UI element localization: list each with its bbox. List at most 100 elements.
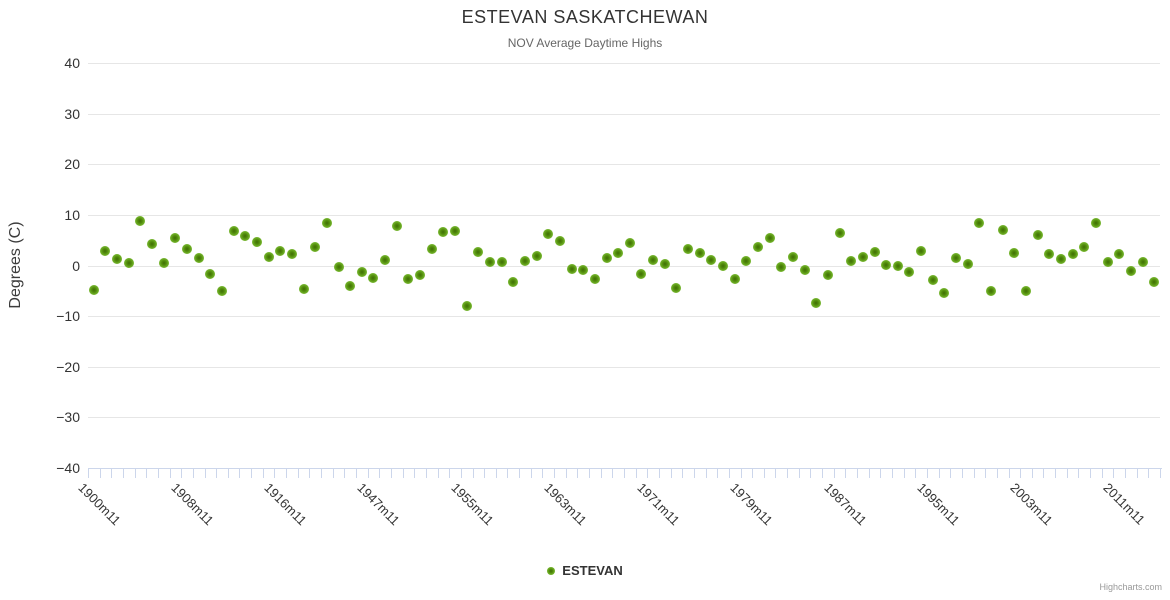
data-point[interactable] [485,257,495,268]
data-point[interactable] [624,238,635,249]
data-point[interactable] [182,243,193,254]
data-point[interactable] [368,272,379,283]
data-point[interactable] [205,269,216,280]
data-point[interactable] [1090,217,1101,228]
data-point[interactable] [718,260,729,271]
data-point[interactable] [450,226,461,237]
data-point[interactable] [753,241,763,252]
data-point[interactable] [519,255,530,266]
data-point[interactable] [426,243,437,254]
data-point[interactable] [1125,266,1136,277]
data-point[interactable] [1021,286,1031,297]
data-point[interactable] [263,251,274,262]
data-point[interactable] [438,227,449,238]
y-gridline [88,316,1160,318]
data-point[interactable] [543,229,554,240]
data-point[interactable] [636,268,647,279]
data-point[interactable] [974,217,985,228]
data-point[interactable] [648,254,659,265]
data-point[interactable] [787,252,798,263]
data-point[interactable] [799,264,810,275]
data-point[interactable] [310,241,321,252]
data-point[interactable] [846,255,857,266]
data-point[interactable] [1044,248,1055,259]
data-point[interactable] [683,244,694,255]
data-point[interactable] [1055,254,1066,265]
data-point[interactable] [601,253,612,264]
data-point[interactable] [729,274,740,285]
data-point[interactable] [659,259,670,270]
data-point[interactable] [986,285,997,296]
data-point[interactable] [298,284,309,295]
data-point[interactable] [415,270,426,281]
data-point[interactable] [811,298,822,309]
data-point[interactable] [857,251,868,262]
data-point[interactable] [112,254,123,265]
data-point[interactable] [496,257,507,268]
data-point[interactable] [158,258,169,269]
data-point[interactable] [822,270,833,281]
data-point[interactable] [321,218,332,229]
data-point[interactable] [904,266,915,277]
data-point[interactable] [1149,277,1160,288]
x-axis-tick [693,469,695,478]
data-point[interactable] [228,225,239,236]
data-point[interactable] [997,224,1008,235]
data-point[interactable] [962,258,973,269]
credits-link[interactable]: Highcharts.com [1099,582,1162,592]
data-point[interactable] [1114,249,1125,260]
data-point[interactable] [776,261,787,272]
data-point[interactable] [694,247,705,258]
data-point[interactable] [566,263,577,274]
data-point[interactable] [951,253,962,264]
data-point[interactable] [473,247,484,258]
data-point[interactable] [193,253,204,264]
data-point[interactable] [170,232,181,243]
data-point[interactable] [554,235,565,246]
x-axis-tick [181,469,183,478]
x-axis-tick [775,469,777,478]
data-point[interactable] [706,254,717,265]
x-axis-label: 1987m11 [820,480,870,529]
data-point[interactable] [834,227,845,238]
data-point[interactable] [508,277,519,288]
data-point[interactable] [1009,247,1020,258]
data-point[interactable] [578,265,589,276]
x-axis-tick [763,469,765,478]
data-point[interactable] [764,233,775,244]
data-point[interactable] [1137,257,1148,268]
data-point[interactable] [939,288,950,299]
data-point[interactable] [671,282,682,293]
data-point[interactable] [1067,248,1078,259]
data-point[interactable] [147,239,158,250]
data-point[interactable] [391,221,402,231]
data-point[interactable] [1102,257,1113,268]
data-point[interactable] [135,215,146,226]
data-point[interactable] [881,259,892,270]
data-point[interactable] [1079,241,1090,252]
data-point[interactable] [333,262,344,273]
data-point[interactable] [240,230,251,241]
data-point[interactable] [100,245,111,256]
data-point[interactable] [380,255,391,266]
data-point[interactable] [916,245,927,256]
data-point[interactable] [123,258,134,269]
data-point[interactable] [345,281,356,292]
data-point[interactable] [461,301,472,311]
data-point[interactable] [1032,230,1043,241]
data-point[interactable] [403,274,414,285]
data-point[interactable] [613,248,624,259]
data-point[interactable] [217,285,227,296]
data-point[interactable] [356,267,367,278]
data-point[interactable] [531,251,542,262]
data-point[interactable] [275,245,286,256]
data-point[interactable] [88,285,99,296]
data-point[interactable] [869,246,880,257]
data-point[interactable] [589,274,600,285]
legend-item-estevan[interactable]: ESTEVAN [0,563,1170,578]
data-point[interactable] [286,248,297,259]
data-point[interactable] [927,275,938,286]
data-point[interactable] [892,261,903,271]
data-point[interactable] [741,256,752,267]
data-point[interactable] [251,236,262,247]
